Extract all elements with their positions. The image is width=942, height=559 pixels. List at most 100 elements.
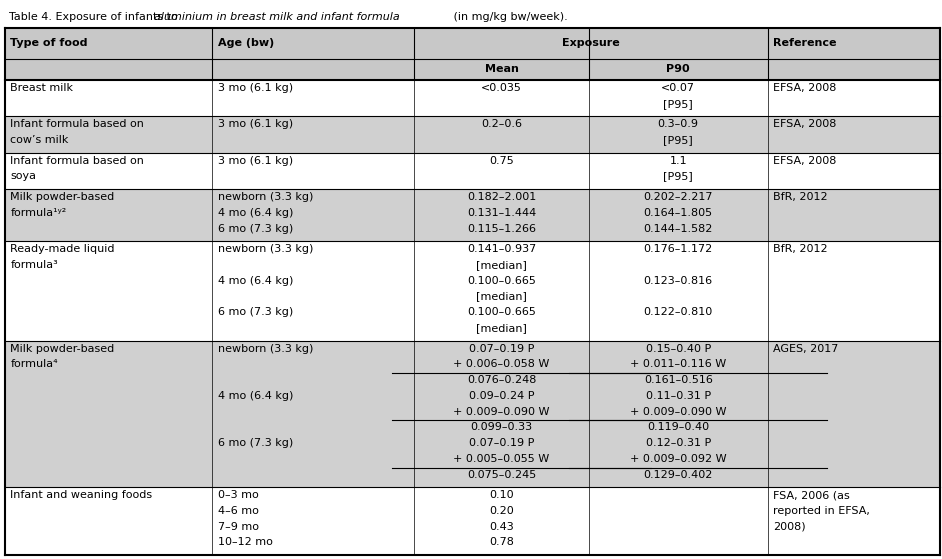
Text: + 0.009–0.090 W: + 0.009–0.090 W xyxy=(453,406,550,416)
Text: 6 mo (7.3 kg): 6 mo (7.3 kg) xyxy=(218,307,293,317)
Bar xyxy=(5,241,940,340)
Text: Infant and weaning foods: Infant and weaning foods xyxy=(10,490,153,500)
Text: aluminium in breast milk and infant formula: aluminium in breast milk and infant form… xyxy=(154,12,399,22)
Bar xyxy=(5,340,940,487)
Text: 0.099–0.33: 0.099–0.33 xyxy=(471,422,532,432)
Text: [median]: [median] xyxy=(476,260,528,270)
Text: EFSA, 2008: EFSA, 2008 xyxy=(773,119,836,129)
Text: Mean: Mean xyxy=(485,64,518,74)
Text: + 0.005–0.055 W: + 0.005–0.055 W xyxy=(453,454,550,464)
Text: 6 mo (7.3 kg): 6 mo (7.3 kg) xyxy=(218,224,293,234)
Text: 3 mo (6.1 kg): 3 mo (6.1 kg) xyxy=(218,119,293,129)
Text: Infant formula based on: Infant formula based on xyxy=(10,156,144,165)
Text: formula¹ʸ²: formula¹ʸ² xyxy=(10,208,67,218)
Text: 0.164–1.805: 0.164–1.805 xyxy=(643,208,713,218)
Text: <0.07: <0.07 xyxy=(661,83,695,93)
Text: 0.131–1.444: 0.131–1.444 xyxy=(467,208,536,218)
Text: EFSA, 2008: EFSA, 2008 xyxy=(773,83,836,93)
Text: Ready-made liquid: Ready-made liquid xyxy=(10,244,115,254)
Text: 4 mo (6.4 kg): 4 mo (6.4 kg) xyxy=(218,208,293,218)
Text: 0.144–1.582: 0.144–1.582 xyxy=(643,224,713,234)
Text: AGES, 2017: AGES, 2017 xyxy=(773,344,838,354)
Bar xyxy=(5,153,940,189)
Text: 4 mo (6.4 kg): 4 mo (6.4 kg) xyxy=(218,276,293,286)
Text: 0.141–0.937: 0.141–0.937 xyxy=(467,244,536,254)
Text: 4–6 mo: 4–6 mo xyxy=(218,506,258,516)
Text: Age (bw): Age (bw) xyxy=(218,39,274,48)
Text: Table 4. Exposure of infants to: Table 4. Exposure of infants to xyxy=(9,12,182,22)
Text: 0.161–0.516: 0.161–0.516 xyxy=(643,375,713,385)
Text: 1.1: 1.1 xyxy=(670,156,687,165)
Text: 0.122–0.810: 0.122–0.810 xyxy=(643,307,713,317)
Text: EFSA, 2008: EFSA, 2008 xyxy=(773,156,836,165)
Text: + 0.009–0.090 W: + 0.009–0.090 W xyxy=(630,406,726,416)
Text: 4 mo (6.4 kg): 4 mo (6.4 kg) xyxy=(218,391,293,401)
Text: formula³: formula³ xyxy=(10,260,58,270)
Text: Exposure: Exposure xyxy=(562,39,620,48)
Text: 0.176–1.172: 0.176–1.172 xyxy=(643,244,713,254)
Text: 0.75: 0.75 xyxy=(489,156,514,165)
Text: [P95]: [P95] xyxy=(663,135,693,145)
Text: 0.123–0.816: 0.123–0.816 xyxy=(643,276,713,286)
Text: [P95]: [P95] xyxy=(663,172,693,182)
Bar xyxy=(5,116,940,153)
Text: [median]: [median] xyxy=(476,323,528,333)
Text: 3 mo (6.1 kg): 3 mo (6.1 kg) xyxy=(218,156,293,165)
Text: P90: P90 xyxy=(666,64,690,74)
Text: Breast milk: Breast milk xyxy=(10,83,73,93)
Text: 0.09–0.24 P: 0.09–0.24 P xyxy=(469,391,534,401)
Text: 0.20: 0.20 xyxy=(489,506,514,516)
Text: 0.100–0.665: 0.100–0.665 xyxy=(467,307,536,317)
Text: 0.076–0.248: 0.076–0.248 xyxy=(467,375,536,385)
Bar xyxy=(5,28,940,80)
Text: Milk powder-based: Milk powder-based xyxy=(10,344,115,354)
Text: formula⁴: formula⁴ xyxy=(10,359,58,369)
Text: 0.119–0.40: 0.119–0.40 xyxy=(647,422,709,432)
Text: 0.100–0.665: 0.100–0.665 xyxy=(467,276,536,286)
Bar xyxy=(5,487,940,555)
Text: newborn (3.3 kg): newborn (3.3 kg) xyxy=(218,192,313,202)
Bar xyxy=(5,189,940,241)
Text: 0.129–0.402: 0.129–0.402 xyxy=(643,470,713,480)
Text: 0.07–0.19 P: 0.07–0.19 P xyxy=(469,438,534,448)
Text: BfR, 2012: BfR, 2012 xyxy=(773,192,828,202)
Text: 0.10: 0.10 xyxy=(489,490,514,500)
Text: + 0.009–0.092 W: + 0.009–0.092 W xyxy=(630,454,726,464)
Text: Reference: Reference xyxy=(773,39,836,48)
Text: 0.075–0.245: 0.075–0.245 xyxy=(467,470,536,480)
Text: [P95]: [P95] xyxy=(663,98,693,108)
Text: 0.12–0.31 P: 0.12–0.31 P xyxy=(645,438,711,448)
Text: 0.07–0.19 P: 0.07–0.19 P xyxy=(469,344,534,354)
Text: Infant formula based on: Infant formula based on xyxy=(10,119,144,129)
Text: 3 mo (6.1 kg): 3 mo (6.1 kg) xyxy=(218,83,293,93)
Text: 0–3 mo: 0–3 mo xyxy=(218,490,258,500)
Text: soya: soya xyxy=(10,172,37,182)
Text: 0.202–2.217: 0.202–2.217 xyxy=(643,192,713,202)
Text: [median]: [median] xyxy=(476,291,528,301)
Text: + 0.006–0.058 W: + 0.006–0.058 W xyxy=(453,359,550,369)
Text: reported in EFSA,: reported in EFSA, xyxy=(773,506,870,516)
Text: 0.2–0.6: 0.2–0.6 xyxy=(481,119,522,129)
Text: (in mg/kg bw/week).: (in mg/kg bw/week). xyxy=(450,12,568,22)
Text: 0.182–2.001: 0.182–2.001 xyxy=(467,192,536,202)
Text: Milk powder-based: Milk powder-based xyxy=(10,192,115,202)
Text: newborn (3.3 kg): newborn (3.3 kg) xyxy=(218,344,313,354)
Text: 0.78: 0.78 xyxy=(489,537,514,547)
Text: 0.43: 0.43 xyxy=(489,522,514,532)
Text: 7–9 mo: 7–9 mo xyxy=(218,522,259,532)
Text: 0.11–0.31 P: 0.11–0.31 P xyxy=(645,391,711,401)
Text: cow’s milk: cow’s milk xyxy=(10,135,69,145)
Text: 0.15–0.40 P: 0.15–0.40 P xyxy=(645,344,711,354)
Bar xyxy=(5,80,940,116)
Text: 10–12 mo: 10–12 mo xyxy=(218,537,272,547)
Text: + 0.011–0.116 W: + 0.011–0.116 W xyxy=(630,359,726,369)
Text: <0.035: <0.035 xyxy=(481,83,522,93)
Text: 0.115–1.266: 0.115–1.266 xyxy=(467,224,536,234)
Text: 0.3–0.9: 0.3–0.9 xyxy=(658,119,699,129)
Text: newborn (3.3 kg): newborn (3.3 kg) xyxy=(218,244,313,254)
Text: BfR, 2012: BfR, 2012 xyxy=(773,244,828,254)
Text: 6 mo (7.3 kg): 6 mo (7.3 kg) xyxy=(218,438,293,448)
Text: 2008): 2008) xyxy=(773,522,806,532)
Text: Type of food: Type of food xyxy=(10,39,88,48)
Text: FSA, 2006 (as: FSA, 2006 (as xyxy=(773,490,850,500)
